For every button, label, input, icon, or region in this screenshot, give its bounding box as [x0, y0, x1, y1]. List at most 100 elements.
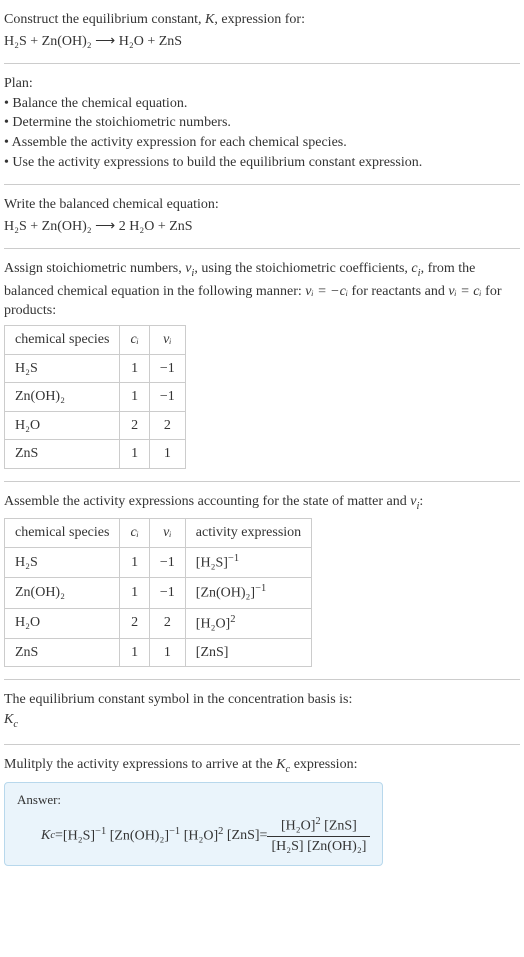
term: [H₂S]−1 — [63, 825, 106, 846]
plan-list: Balance the chemical equation. Determine… — [4, 94, 520, 172]
k-letter: K — [276, 757, 285, 772]
table-row: ZnS 1 1 — [5, 440, 186, 469]
stoich-text: Assign stoichiometric numbers, νi, using… — [4, 259, 520, 321]
divider — [4, 63, 520, 64]
base: [Zn(OH)₂] — [110, 829, 169, 844]
text: Assemble the activity expressions accoun… — [4, 494, 410, 509]
expr-sup: 2 — [230, 614, 235, 625]
v-cell: −1 — [149, 383, 185, 412]
k-symbol: K — [205, 12, 214, 27]
species-cell: H₂S — [5, 548, 120, 578]
base: [Zn(OH)₂] — [307, 839, 366, 854]
v-cell: −1 — [149, 578, 185, 608]
divider — [4, 248, 520, 249]
col-header: νᵢ — [149, 519, 185, 548]
symbol-section: The equilibrium constant symbol in the c… — [4, 690, 520, 732]
k-letter: K — [4, 712, 13, 727]
text: : — [419, 494, 423, 509]
prompt-post: , expression for: — [214, 12, 305, 27]
base: [H₂O] — [281, 819, 315, 834]
kc-symbol: Kc — [4, 710, 520, 732]
text: Mulitply the activity expressions to arr… — [4, 757, 276, 772]
equals: = — [55, 826, 63, 846]
multiply-section: Mulitply the activity expressions to arr… — [4, 755, 520, 866]
c-cell: 2 — [120, 411, 149, 440]
base: [ZnS] — [324, 819, 357, 834]
v-cell: 1 — [149, 440, 185, 469]
balanced-title: Write the balanced chemical equation: — [4, 195, 520, 215]
text: expression: — [290, 757, 357, 772]
balanced-section: Write the balanced chemical equation: H₂… — [4, 195, 520, 236]
table-row: H₂O 2 2 — [5, 411, 186, 440]
v-cell: 1 — [149, 638, 185, 667]
kc-expression: Kc = [H₂S]−1 [Zn(OH)₂]−1 [H₂O]2 [ZnS] = … — [17, 815, 370, 857]
species-cell: Zn(OH)₂ — [5, 383, 120, 412]
k-letter: K — [41, 826, 50, 846]
divider — [4, 481, 520, 482]
relation: νᵢ = cᵢ — [448, 284, 481, 299]
activity-table: chemical species cᵢ νᵢ activity expressi… — [4, 518, 312, 667]
divider — [4, 184, 520, 185]
fraction: [H₂O]2 [ZnS] [H₂S] [Zn(OH)₂] — [267, 815, 370, 857]
expr-base: [Zn(OH)₂] — [196, 586, 255, 601]
c-cell: 1 — [120, 578, 149, 608]
term: [H₂O]2 — [184, 825, 224, 846]
unbalanced-equation: H₂S + Zn(OH)₂ ⟶ H₂O + ZnS — [4, 32, 520, 52]
species-cell: H₂O — [5, 608, 120, 638]
plan-item: Assemble the activity expression for eac… — [4, 133, 520, 153]
plan-item: Balance the chemical equation. — [4, 94, 520, 114]
species-cell: ZnS — [5, 440, 120, 469]
expr-base: [H₂O] — [196, 616, 230, 631]
prompt-line: Construct the equilibrium constant, K, e… — [4, 10, 520, 30]
text: Assign stoichiometric numbers, — [4, 261, 185, 276]
balanced-equation: H₂S + Zn(OH)₂ ⟶ 2 H₂O + ZnS — [4, 217, 520, 237]
table-row: H₂S 1 −1 — [5, 354, 186, 383]
table-header-row: chemical species cᵢ νᵢ activity expressi… — [5, 519, 312, 548]
term: [ZnS] — [227, 826, 260, 846]
c-sub: c — [13, 719, 18, 730]
base: [H₂S] — [271, 839, 303, 854]
activity-text: Assemble the activity expressions accoun… — [4, 492, 520, 514]
relation: νᵢ = −cᵢ — [305, 284, 348, 299]
c-cell: 1 — [120, 638, 149, 667]
table-row: Zn(OH)₂ 1 −1 — [5, 383, 186, 412]
expr-sup: −1 — [255, 583, 266, 594]
species-cell: H₂S — [5, 354, 120, 383]
plan-title: Plan: — [4, 74, 520, 94]
answer-box: Answer: Kc = [H₂S]−1 [Zn(OH)₂]−1 [H₂O]2 … — [4, 782, 383, 866]
v-cell: −1 — [149, 354, 185, 383]
sup: −1 — [95, 826, 106, 837]
col-header: chemical species — [5, 326, 120, 355]
expr-base: [H₂S] — [196, 556, 228, 571]
c-cell: 1 — [120, 548, 149, 578]
stoich-section: Assign stoichiometric numbers, νi, using… — [4, 259, 520, 469]
table-row: ZnS 1 1 [ZnS] — [5, 638, 312, 667]
stoich-table: chemical species cᵢ νᵢ H₂S 1 −1 Zn(OH)₂ … — [4, 325, 186, 469]
species-cell: Zn(OH)₂ — [5, 578, 120, 608]
term: [Zn(OH)₂]−1 — [110, 825, 180, 846]
c-cell: 2 — [120, 608, 149, 638]
text: for reactants and — [348, 284, 448, 299]
numerator: [H₂O]2 [ZnS] — [267, 815, 370, 837]
expr-cell: [Zn(OH)₂]−1 — [185, 578, 311, 608]
col-header: chemical species — [5, 519, 120, 548]
species-cell: ZnS — [5, 638, 120, 667]
divider — [4, 744, 520, 745]
col-header: cᵢ — [120, 519, 149, 548]
prompt-pre: Construct the equilibrium constant, — [4, 12, 205, 27]
expr-sup: −1 — [228, 553, 239, 564]
denominator: [H₂S] [Zn(OH)₂] — [267, 837, 370, 857]
v-cell: −1 — [149, 548, 185, 578]
plan-item: Determine the stoichiometric numbers. — [4, 113, 520, 133]
sup: 2 — [218, 826, 223, 837]
species-cell: H₂O — [5, 411, 120, 440]
table-row: H₂O 2 2 [H₂O]2 — [5, 608, 312, 638]
col-header: cᵢ — [120, 326, 149, 355]
col-header: νᵢ — [149, 326, 185, 355]
sup: −1 — [169, 826, 180, 837]
symbol-text: The equilibrium constant symbol in the c… — [4, 690, 520, 710]
text: , using the stoichiometric coefficients, — [194, 261, 411, 276]
v-cell: 2 — [149, 608, 185, 638]
multiply-text: Mulitply the activity expressions to arr… — [4, 755, 520, 777]
header-section: Construct the equilibrium constant, K, e… — [4, 10, 520, 51]
